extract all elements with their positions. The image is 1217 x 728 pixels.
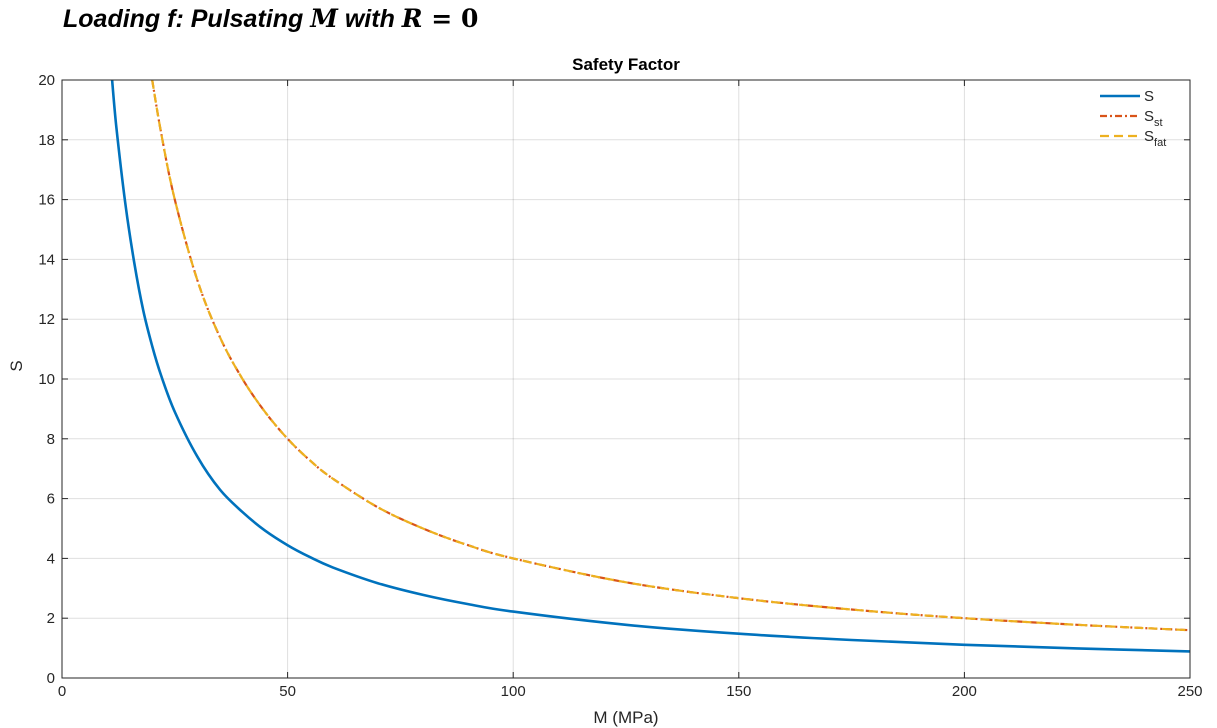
heading-value: 0: [460, 4, 479, 33]
chart-title: Safety Factor: [572, 55, 680, 74]
y-tick-label: 2: [47, 610, 55, 627]
x-tick-label: 250: [1177, 683, 1202, 700]
y-tick-label: 10: [38, 371, 55, 388]
heading-prefix: Loading f: Pulsating: [63, 5, 311, 33]
legend-entry: Sfat: [1144, 128, 1166, 149]
legend-entry-base: S: [1144, 108, 1154, 125]
page-heading: Loading f: Pulsating M with R = 0: [63, 4, 478, 34]
y-tick-label: 4: [47, 550, 55, 567]
y-axis-label: S: [7, 360, 26, 371]
plot-area: [62, 80, 1190, 678]
legend-entry-base: S: [1144, 128, 1154, 145]
heading-var-m: M: [310, 4, 338, 33]
x-tick-label: 200: [952, 683, 977, 700]
x-tick-label: 0: [58, 683, 66, 700]
x-axis-label: M (MPa): [593, 708, 658, 727]
y-tick-label: 14: [38, 251, 55, 268]
y-tick-label: 16: [38, 192, 55, 209]
series-lines: [110, 80, 1190, 653]
grid: [62, 80, 1190, 678]
legend-entry-base: S: [1144, 88, 1154, 105]
series-line-s-fat: [151, 80, 1190, 632]
x-tick-label: 100: [501, 683, 526, 700]
legend-entry: Sst: [1144, 108, 1163, 129]
ticks: 0 50 100 150 200 250 0 2 4 6 8 10 12 14 16 18 20: [38, 72, 1202, 700]
x-tick-label: 150: [726, 683, 751, 700]
legend-entry: S: [1144, 88, 1154, 105]
x-tick-label: 50: [279, 683, 296, 700]
heading-var-r: R: [401, 4, 423, 33]
heading-middle: with: [337, 5, 402, 33]
y-tick-label: 8: [47, 431, 55, 448]
y-tick-label: 6: [47, 491, 55, 508]
series-line-s: [110, 80, 1190, 653]
legend-entry-subscript: st: [1154, 117, 1163, 129]
heading-equals: =: [422, 4, 461, 33]
legend-entry-subscript: fat: [1154, 137, 1166, 149]
y-tick-label: 18: [38, 132, 55, 149]
y-tick-label: 12: [38, 311, 55, 328]
y-tick-label: 0: [47, 670, 55, 687]
y-tick-label: 20: [38, 72, 55, 89]
